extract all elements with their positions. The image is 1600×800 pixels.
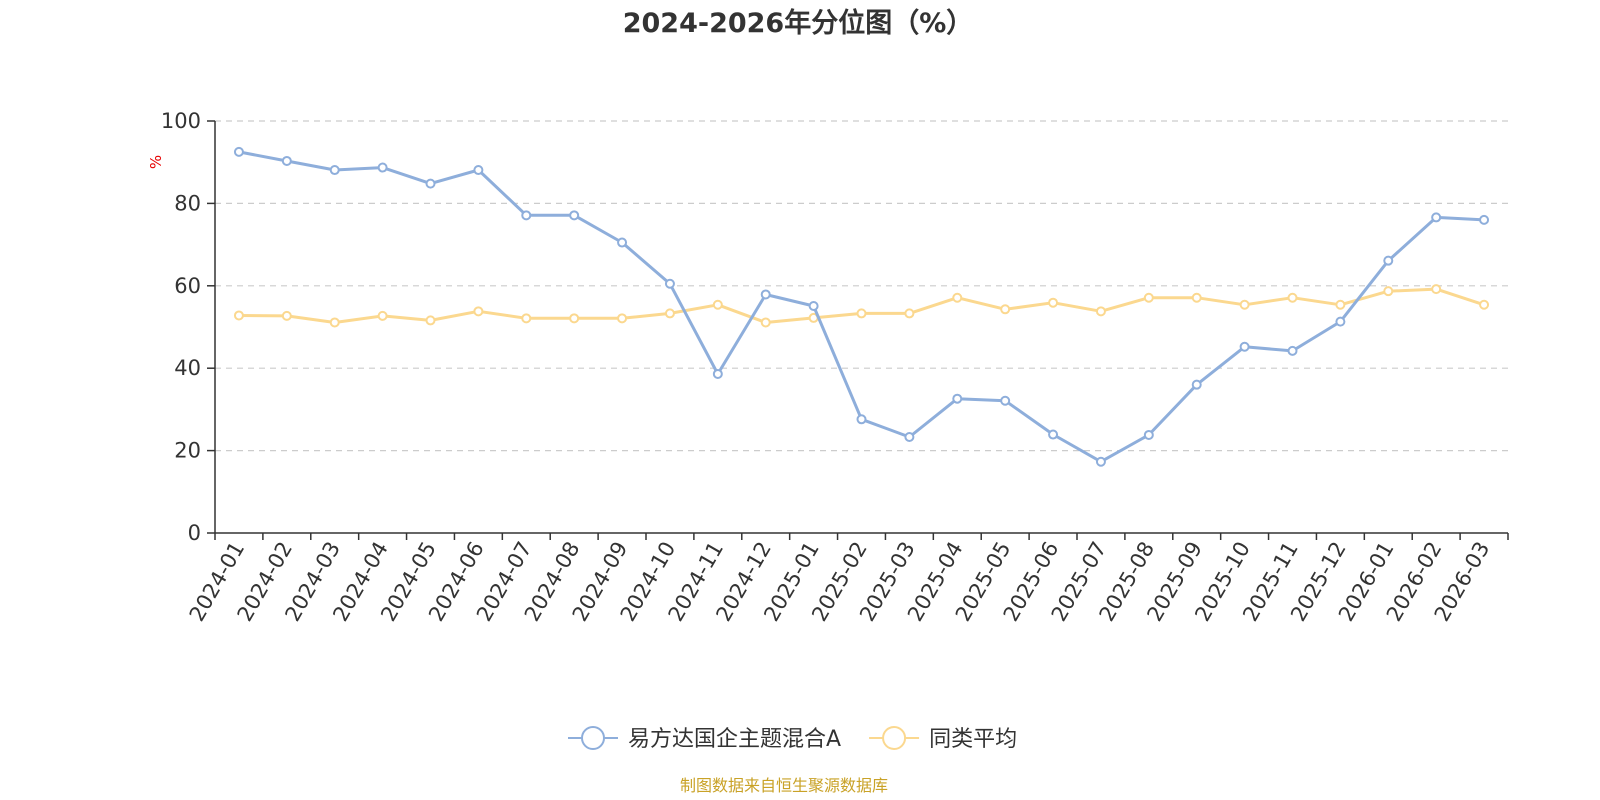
data-point[interactable] (281, 155, 292, 166)
data-point[interactable] (617, 237, 628, 248)
data-point[interactable] (377, 310, 388, 321)
data-point[interactable] (329, 317, 340, 328)
data-point[interactable] (664, 278, 675, 289)
data-point[interactable] (760, 289, 771, 300)
data-point[interactable] (233, 146, 244, 157)
series (233, 284, 1490, 328)
data-point[interactable] (1431, 284, 1442, 295)
data-point[interactable] (1191, 292, 1202, 303)
legend-marker (882, 726, 907, 750)
data-point[interactable] (1287, 292, 1298, 303)
data-point[interactable] (952, 393, 963, 404)
data-point[interactable] (1048, 297, 1059, 308)
data-point[interactable] (1335, 316, 1346, 327)
data-point[interactable] (521, 210, 532, 221)
data-source-note: 制图数据来自恒生聚源数据库 (680, 776, 888, 795)
legend-label: 同类平均 (929, 727, 1017, 752)
data-point[interactable] (281, 310, 292, 321)
data-point[interactable] (904, 308, 915, 319)
grid-lines (215, 120, 1508, 452)
legend[interactable]: 易方达国企主题混合A 同类平均 (568, 726, 1017, 752)
data-point[interactable] (1143, 292, 1154, 303)
data-point[interactable] (1479, 214, 1490, 225)
data-point[interactable] (329, 165, 340, 176)
y-tick-label: 60 (174, 274, 201, 298)
data-point[interactable] (1383, 255, 1394, 266)
data-point[interactable] (425, 178, 436, 189)
data-point[interactable] (569, 313, 580, 324)
chart-title: 2024-2026年分位图（%） (623, 7, 974, 39)
data-point[interactable] (1000, 304, 1011, 315)
y-tick-label: 100 (161, 109, 201, 133)
y-tick-label: 0 (188, 521, 201, 545)
y-tick-label: 20 (174, 439, 201, 463)
data-point[interactable] (1048, 429, 1059, 440)
data-point[interactable] (1287, 345, 1298, 356)
y-tick-label: 80 (174, 191, 201, 215)
data-point[interactable] (473, 306, 484, 317)
data-point[interactable] (712, 299, 723, 310)
data-point[interactable] (425, 315, 436, 326)
data-point[interactable] (664, 308, 675, 319)
legend-label: 易方达国企主题混合A (628, 727, 841, 752)
data-point[interactable] (1143, 429, 1154, 440)
data-point[interactable] (473, 165, 484, 176)
data-point[interactable] (1000, 395, 1011, 406)
data-point[interactable] (904, 432, 915, 443)
data-point[interactable] (1335, 299, 1346, 310)
data-point[interactable] (760, 317, 771, 328)
data-point[interactable] (617, 313, 628, 324)
series (233, 146, 1490, 467)
legend-marker (581, 726, 605, 750)
data-point[interactable] (1095, 456, 1106, 467)
y-tick-label: 40 (174, 356, 201, 380)
data-point[interactable] (1431, 212, 1442, 223)
data-point[interactable] (856, 414, 867, 425)
data-point[interactable] (808, 300, 819, 311)
data-point[interactable] (1383, 286, 1394, 297)
legend-item[interactable]: 同类平均 (869, 726, 1017, 752)
axes: 0204060801002024-012024-022024-032024-04… (161, 109, 1509, 625)
data-point[interactable] (1191, 379, 1202, 390)
data-point[interactable] (1239, 341, 1250, 352)
data-point[interactable] (712, 368, 723, 379)
legend-item[interactable]: 易方达国企主题混合A (568, 726, 841, 752)
data-point[interactable] (377, 162, 388, 173)
data-point[interactable] (521, 313, 532, 324)
data-point[interactable] (952, 292, 963, 303)
data-point[interactable] (1095, 306, 1106, 317)
data-point[interactable] (856, 308, 867, 319)
data-point[interactable] (233, 310, 244, 321)
data-point[interactable] (569, 210, 580, 221)
data-point[interactable] (1239, 299, 1250, 310)
series-lines (233, 146, 1490, 467)
data-point[interactable] (1479, 299, 1490, 310)
y-axis-unit-label: % (147, 155, 165, 169)
